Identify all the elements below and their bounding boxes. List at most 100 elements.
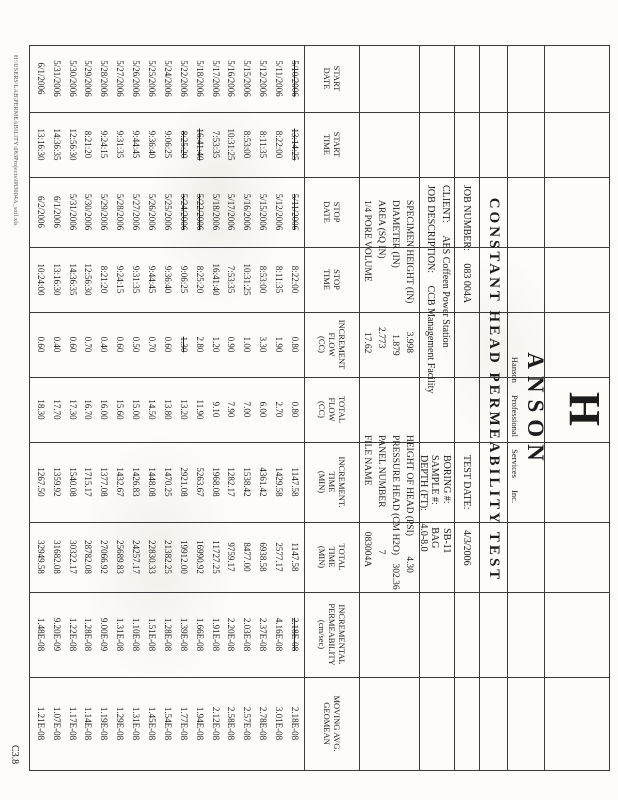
cell-incr_perm: 9.00E-09	[99, 617, 110, 652]
cell-start_date: 5/30/2006	[67, 60, 78, 97]
cell-flow: 0.80	[290, 336, 301, 353]
cell-incr_time: 1538.42	[242, 467, 253, 497]
cell-start_date: 5/27/2006	[115, 60, 126, 97]
job-number-line: JOB NUMBER: 083 004A	[461, 185, 472, 303]
cell-incr_perm: 1.91E-08	[210, 617, 221, 652]
cell-start_time: 12:56:30	[67, 128, 78, 161]
grid-hline	[507, 45, 508, 771]
cell-total_time: 11727.25	[210, 540, 221, 574]
cell-start_time: 8:53:00	[242, 130, 253, 159]
cell-start_time: 14:36:35	[51, 128, 62, 161]
cell-flow: 1.30	[178, 336, 189, 353]
cell-flow: 0.90	[226, 336, 237, 353]
cell-total_flow: 11.90	[194, 399, 205, 420]
table-row: 5/28/2006 9:24:15 5/29/2006 8:21:20 0.40 16.0…	[96, 45, 112, 771]
cell-incr_perm: 2.18E-08	[290, 617, 301, 652]
specimen-height-label: SPECIMEN HEIGHT (IN)	[404, 200, 414, 304]
cell-geomean: 1.31E-08	[131, 706, 142, 741]
cell-start_time: 8:21:20	[83, 130, 94, 159]
cell-total_flow: 13.20	[178, 399, 189, 420]
cell-total_time: 27066.92	[99, 540, 110, 574]
cell-flow: 0.60	[162, 336, 173, 353]
hanson-logo-tagline: Hanson Professional Services Inc.	[510, 356, 520, 504]
cell-stop_date: 5/12/2006	[274, 193, 285, 231]
cell-geomean: 1.45E-08	[147, 706, 158, 741]
cell-start_date: 5/10/2006	[290, 60, 301, 97]
column-header: TOTAL FLOW (CC)	[316, 395, 348, 424]
cell-stop_time: 8:11:35	[274, 265, 285, 294]
cell-geomean: 3.01E-08	[274, 706, 285, 741]
cell-start_time: 16:41:40	[194, 128, 205, 161]
cell-start_date: 5/12/2006	[258, 60, 269, 97]
cell-incr_time: 1426.83	[131, 467, 142, 497]
table-row: 5/11/2006 8:22:00 5/12/2006 8:11:35 1.90 2.70…	[271, 45, 287, 771]
cell-total_flow: 15.00	[131, 399, 142, 420]
table-row: 5/15/2006 8:53:00 5/16/2006 10:31:25 1.00 7.0…	[239, 45, 255, 771]
cell-geomean: 1.17E-08	[67, 706, 78, 741]
cell-start_time: 9:36:40	[147, 130, 158, 159]
cell-total_time: 16990.92	[194, 540, 205, 574]
panel-number-value: 7	[376, 549, 386, 555]
cell-total_time: 24257.17	[131, 540, 142, 574]
table-row: 5/17/2006 7:53:35 5/18/2006 16:41:40 1.20 9.1…	[208, 45, 224, 771]
cell-flow: 0.40	[99, 336, 110, 353]
page-title: CONSTANT HEAD PERMEABILITY TEST	[486, 197, 502, 583]
cell-start_time: 8:25:20	[178, 130, 189, 159]
cell-total_time: 8477.00	[242, 542, 253, 572]
depth-label: DEPTH (FT):	[418, 455, 429, 511]
cell-stop_time: 8:21:20	[99, 265, 110, 294]
cell-start_time: 8:11:35	[258, 130, 269, 159]
cell-stop_date: 5/24/2006	[178, 193, 189, 231]
cell-geomean: 1.77E-08	[178, 706, 189, 741]
job-description-line: JOB DESCRIPTION: CCB Management Facility	[425, 185, 436, 393]
cell-stop_date: 5/22/2006	[194, 193, 205, 231]
cell-stop_date: 6/1/2006	[51, 195, 62, 228]
cell-start_time: 13:14:25	[290, 128, 301, 161]
table-row: 6/1/2006 13:16:30 6/2/2006 10:24:00 0.60 18.3…	[33, 45, 49, 771]
cell-start_date: 5/24/2006	[162, 60, 173, 97]
cell-incr_time: 1377.08	[99, 467, 110, 497]
cell-flow: 1.20	[210, 336, 221, 353]
cell-geomean: 2.12E-08	[210, 706, 221, 741]
cell-stop_date: 5/18/2006	[210, 193, 221, 231]
cell-stop_time: 8:25:20	[194, 265, 205, 294]
cell-start_date: 5/29/2006	[83, 60, 94, 97]
page-number: C3.8	[9, 745, 20, 765]
column-header: START DATE	[322, 65, 343, 92]
table-row: 5/30/2006 12:56:30 5/31/2006 14:36:35 0.60 17…	[65, 45, 81, 771]
cell-incr_perm: 9.20E-09	[51, 617, 62, 652]
cell-incr_time: 1147.58	[290, 467, 301, 497]
cell-flow: 2.80	[194, 336, 205, 353]
height-of-head-label: HEIGHT OF HEAD (PSI)	[404, 435, 414, 536]
boring-value: SB-11	[441, 528, 452, 554]
cell-total_time: 1147.58	[290, 542, 301, 572]
cell-start_date: 5/26/2006	[131, 60, 142, 97]
height-of-head-line: HEIGHT OF HEAD (PSI) 4.30	[404, 435, 414, 573]
cell-stop_time: 13:16:30	[51, 263, 62, 296]
cell-incr_time: 1359.92	[51, 467, 62, 497]
cell-total_time: 22830.33	[147, 540, 158, 574]
depth-line: DEPTH (FT): 4.0-8.0	[418, 455, 429, 552]
cell-flow: 0.60	[67, 336, 78, 353]
specimen-height-value: 3.998	[404, 331, 414, 354]
cell-start_time: 10:31:25	[226, 128, 237, 161]
cell-incr_time: 1432.67	[115, 467, 126, 497]
cell-total_flow: 15.60	[115, 399, 126, 420]
cell-incr_perm: 2.03E-08	[242, 617, 253, 652]
cell-geomean: 1.14E-08	[83, 706, 94, 741]
cell-start_time: 9:44:45	[131, 130, 142, 159]
cell-flow: 3.30	[258, 336, 269, 353]
cell-incr_time: 1968.08	[210, 467, 221, 497]
cell-total_flow: 9.10	[210, 401, 221, 418]
cell-stop_date: 5/30/2006	[83, 193, 94, 231]
area-line: AREA (SQ IN) 2.773	[376, 200, 386, 348]
cell-total_flow: 18.30	[35, 399, 46, 420]
cell-start_date: 5/18/2006	[194, 60, 205, 97]
cell-stop_date: 5/15/2006	[258, 193, 269, 231]
cell-start_time: 7:53:35	[210, 130, 221, 159]
cell-incr_time: 1470.25	[162, 467, 173, 497]
diameter-label: DIAMETER (IN)	[390, 200, 400, 268]
depth-value: 4.0-8.0	[418, 523, 429, 552]
cell-incr_perm: 2.20E-08	[226, 617, 237, 652]
